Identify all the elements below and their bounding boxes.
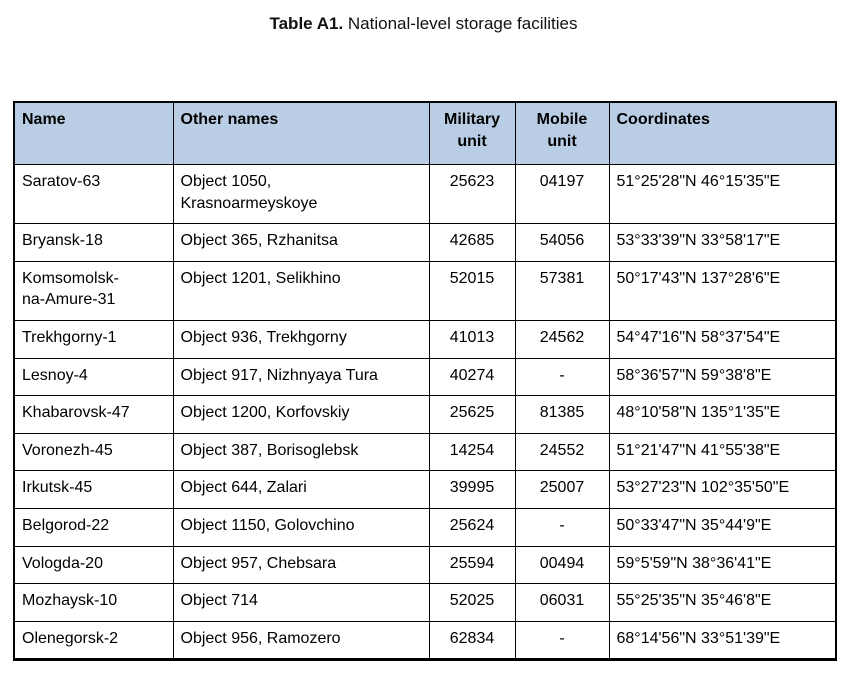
cell-other-names: Object 936, Trekhgorny [172, 319, 430, 359]
col-header-coordinates: Coordinates [608, 101, 837, 165]
table-row: Khabarovsk-47 Object 1200, Korfovskiy 2562… [13, 395, 837, 434]
cell-name: Komsomolsk- na-Amure-31 [13, 260, 174, 321]
cell-mobile-unit: 06031 [514, 583, 610, 622]
cell-military-unit: 25594 [428, 545, 516, 585]
cell-military-unit: 39995 [428, 470, 516, 509]
cell-coordinates: 51°21'47"N 41°55'38"E [608, 432, 837, 472]
col-header-other-names: Other names [172, 101, 430, 165]
cell-other-names: Object 1200, Korfovskiy [172, 395, 430, 434]
col-header-name: Name [13, 101, 174, 165]
cell-name: Lesnoy-4 [13, 357, 174, 397]
table-body: Saratov-63 Object 1050, Krasnoarmeyskoye 2… [13, 163, 837, 661]
cell-mobile-unit: 04197 [514, 163, 610, 225]
cell-military-unit: 40274 [428, 357, 516, 397]
cell-coordinates: 48°10'58"N 135°1'35"E [608, 395, 837, 434]
cell-military-unit: 52025 [428, 583, 516, 622]
cell-other-names: Object 1050, Krasnoarmeyskoye [172, 163, 430, 225]
cell-coordinates: 51°25'28"N 46°15'35"E [608, 163, 837, 225]
cell-military-unit: 25625 [428, 395, 516, 434]
cell-mobile-unit: - [514, 507, 610, 547]
cell-coordinates: 55°25'35"N 35°46'8"E [608, 583, 837, 622]
table-caption-label: Table A1. [269, 14, 344, 33]
col-header-mobile-unit: Mobile unit [514, 101, 610, 165]
cell-mobile-unit: 24552 [514, 432, 610, 472]
cell-other-names: Object 365, Rzhanitsa [172, 223, 430, 262]
cell-mobile-unit: 54056 [514, 223, 610, 262]
col-header-military-unit: Military unit [428, 101, 516, 165]
table-caption-text: National-level storage facilities [347, 14, 578, 33]
cell-mobile-unit: - [514, 357, 610, 397]
cell-name: Vologda-20 [13, 545, 174, 585]
table-row: Mozhaysk-10 Object 714 52025 06031 55°25'35"… [13, 583, 837, 622]
table-row: Vologda-20 Object 957, Chebsara 25594 00494… [13, 545, 837, 585]
cell-coordinates: 50°33'47"N 35°44'9"E [608, 507, 837, 547]
cell-coordinates: 59°5'59"N 38°36'41"E [608, 545, 837, 585]
cell-coordinates: 53°27'23"N 102°35'50"E [608, 470, 837, 509]
header-row: Name Other names Military unit Mobile un… [13, 101, 837, 165]
cell-other-names: Object 957, Chebsara [172, 545, 430, 585]
table-row: Bryansk-18 Object 365, Rzhanitsa 42685 5405… [13, 223, 837, 262]
cell-other-names: Object 1150, Golovchino [172, 507, 430, 547]
cell-other-names: Object 1201, Selikhino [172, 260, 430, 321]
table-caption: Table A1. National-level storage facilit… [0, 13, 847, 35]
storage-facilities-table: Name Other names Military unit Mobile un… [13, 101, 837, 662]
cell-military-unit: 62834 [428, 620, 516, 661]
cell-military-unit: 42685 [428, 223, 516, 262]
cell-name: Bryansk-18 [13, 223, 174, 262]
cell-mobile-unit: 24562 [514, 319, 610, 359]
cell-military-unit: 52015 [428, 260, 516, 321]
table-row: Komsomolsk- na-Amure-31 Object 1201, Seli… [13, 260, 837, 321]
cell-name: Khabarovsk-47 [13, 395, 174, 434]
cell-coordinates: 50°17'43"N 137°28'6"E [608, 260, 837, 321]
cell-name: Mozhaysk-10 [13, 583, 174, 622]
cell-name: Trekhgorny-1 [13, 319, 174, 359]
cell-military-unit: 25623 [428, 163, 516, 225]
cell-coordinates: 54°47'16"N 58°37'54"E [608, 319, 837, 359]
table-row: Belgorod-22 Object 1150, Golovchino 25624-… [13, 507, 837, 547]
table-row: Olenegorsk-2 Object 956, Ramozero 62834-68… [13, 620, 837, 661]
table-row: Lesnoy-4 Object 917, Nizhnyaya Tura 40274-… [13, 357, 837, 397]
cell-military-unit: 14254 [428, 432, 516, 472]
cell-name: Voronezh-45 [13, 432, 174, 472]
cell-mobile-unit: - [514, 620, 610, 661]
cell-mobile-unit: 81385 [514, 395, 610, 434]
cell-name: Saratov-63 [13, 163, 174, 225]
table-row: Saratov-63 Object 1050, Krasnoarmeyskoye 2… [13, 163, 837, 225]
table-container: Name Other names Military unit Mobile un… [13, 101, 837, 662]
table-row: Voronezh-45 Object 387, Borisoglebsk 14254… [13, 432, 837, 472]
cell-name: Olenegorsk-2 [13, 620, 174, 661]
cell-other-names: Object 956, Ramozero [172, 620, 430, 661]
table-row: Trekhgorny-1 Object 936, Trekhgorny 41013 2… [13, 319, 837, 359]
cell-mobile-unit: 57381 [514, 260, 610, 321]
cell-other-names: Object 714 [172, 583, 430, 622]
cell-other-names: Object 387, Borisoglebsk [172, 432, 430, 472]
cell-coordinates: 58°36'57"N 59°38'8"E [608, 357, 837, 397]
table-row: Irkutsk-45 Object 644, Zalari 39995 25007 53… [13, 470, 837, 509]
cell-other-names: Object 644, Zalari [172, 470, 430, 509]
cell-coordinates: 53°33'39"N 33°58'17"E [608, 223, 837, 262]
cell-military-unit: 41013 [428, 319, 516, 359]
cell-coordinates: 68°14'56"N 33°51'39"E [608, 620, 837, 661]
cell-name: Belgorod-22 [13, 507, 174, 547]
cell-mobile-unit: 00494 [514, 545, 610, 585]
cell-name: Irkutsk-45 [13, 470, 174, 509]
cell-military-unit: 25624 [428, 507, 516, 547]
cell-mobile-unit: 25007 [514, 470, 610, 509]
cell-other-names: Object 917, Nizhnyaya Tura [172, 357, 430, 397]
